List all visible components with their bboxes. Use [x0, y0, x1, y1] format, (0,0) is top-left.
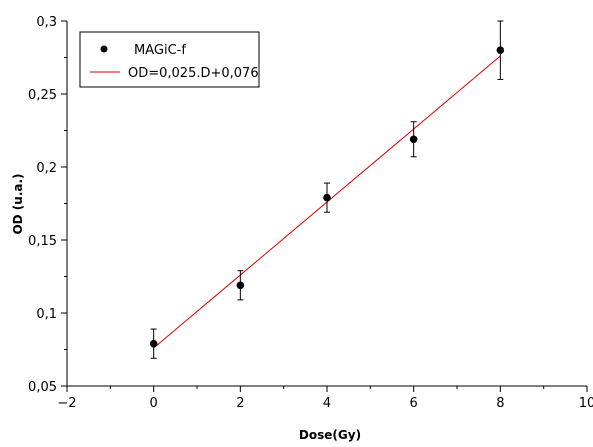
data-point: [409, 135, 418, 144]
y-tick-label: 0,2: [36, 161, 57, 176]
legend-label-fit-line: OD=0,025.D+0,076: [128, 66, 259, 81]
data-point: [496, 46, 505, 54]
legend: MAGiC-f OD=0,025.D+0,076: [79, 31, 260, 88]
x-tick-label: 10: [579, 396, 593, 411]
y-tick-label: 0,15: [28, 234, 57, 249]
data-point: [149, 339, 158, 348]
legend-label-magic-f: MAGiC-f: [134, 43, 186, 58]
y-tick-label: 0,25: [28, 88, 57, 103]
legend-box: [79, 31, 260, 88]
y-tick-label: 0,05: [28, 380, 57, 395]
data-point: [323, 193, 331, 202]
x-axis-title: Dose(Gy): [299, 428, 361, 442]
x-tick-label: −2: [57, 396, 76, 411]
y-tick-label: 0,1: [36, 307, 57, 322]
x-tick-label: 2: [236, 396, 244, 411]
x-tick-label: 6: [410, 396, 418, 411]
y-tick-label: 0,3: [36, 15, 57, 30]
data-points-layer: [149, 20, 505, 359]
legend-marker-magic-f: [100, 45, 108, 53]
x-tick-label: 8: [496, 396, 504, 411]
y-axis-title: OD (u.a.): [11, 173, 25, 234]
x-tick-label: 0: [150, 396, 158, 411]
data-point: [236, 281, 245, 290]
x-tick-label: 4: [323, 396, 331, 411]
axes: −2 0 2 4 6 8 10 0,05 0,1 0,15 0,2 0,25 0,3: [28, 15, 593, 411]
